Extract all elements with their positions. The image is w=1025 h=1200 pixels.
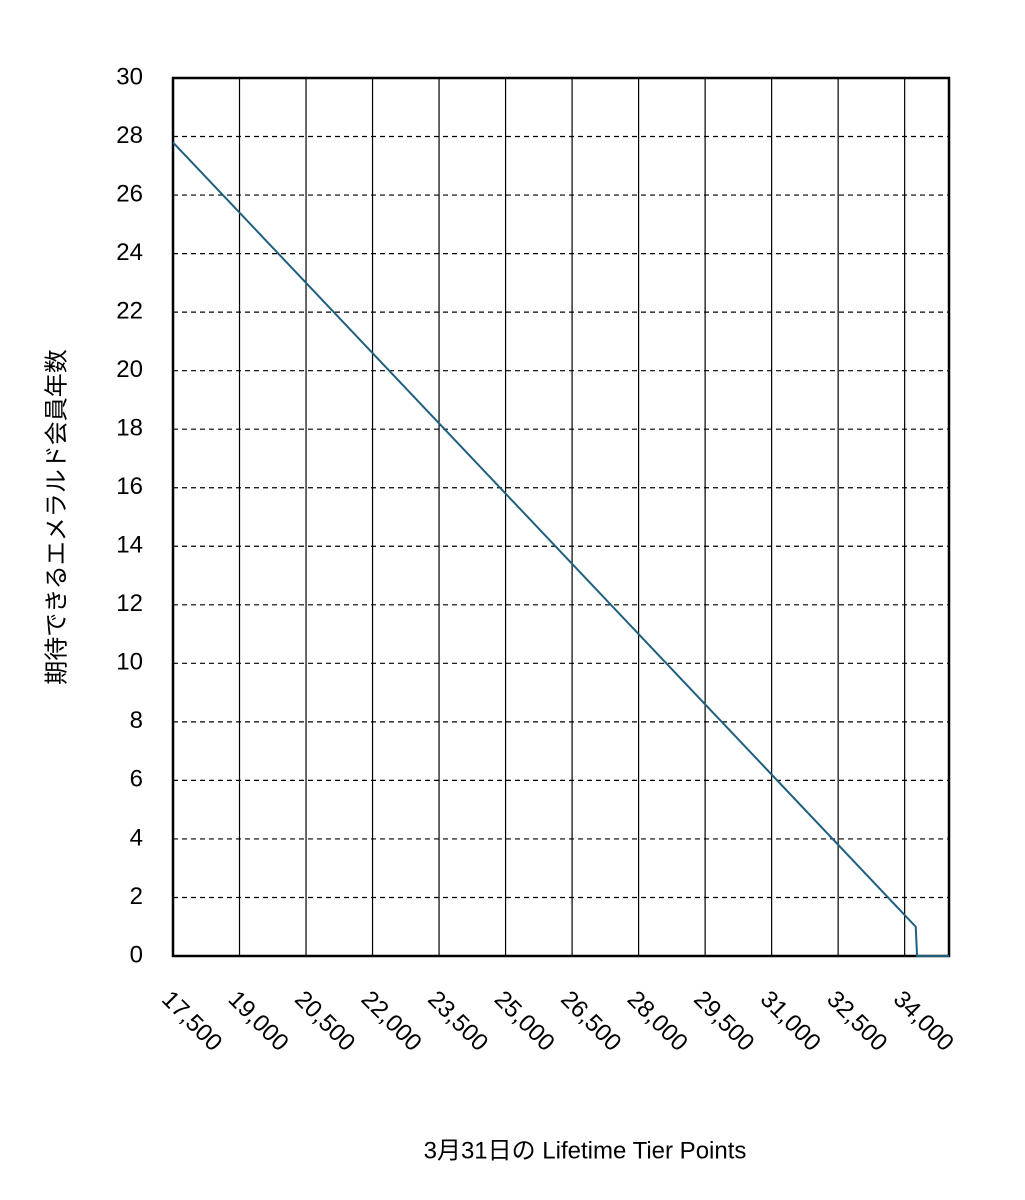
y-tick-label: 18	[116, 415, 143, 442]
y-tick-label: 30	[116, 63, 143, 90]
x-tick-label: 26,500	[555, 986, 626, 1057]
x-tick-label: 17,500	[156, 986, 227, 1057]
y-tick-label: 4	[130, 824, 143, 851]
x-tick-label: 29,500	[688, 986, 759, 1057]
y-tick-label: 16	[116, 473, 143, 500]
x-tick-label: 34,000	[888, 986, 959, 1057]
x-tick-label: 31,000	[755, 986, 826, 1057]
x-tick-label: 23,500	[422, 986, 493, 1057]
y-tick-label: 6	[130, 766, 143, 793]
plot-frame	[171, 76, 951, 958]
y-tick-label: 20	[116, 356, 143, 383]
y-tick-label: 8	[130, 707, 143, 734]
x-tick-label: 22,000	[356, 986, 427, 1057]
y-tick-label: 24	[116, 239, 143, 266]
y-axis-label: 期待できるエメラルド会員年数	[43, 349, 70, 685]
x-axis-label: 3月31日の Lifetime Tier Points	[424, 1137, 747, 1164]
y-tick-label: 12	[116, 590, 143, 617]
x-tick-label: 19,000	[223, 986, 294, 1057]
y-tick-label: 14	[116, 532, 143, 559]
y-tick-label: 22	[116, 297, 143, 324]
y-tick-label: 0	[130, 941, 143, 968]
x-tick-label: 25,000	[489, 986, 560, 1057]
x-tick-label: 28,000	[622, 986, 693, 1057]
y-tick-label: 2	[130, 883, 143, 910]
x-tick-label: 20,500	[289, 986, 360, 1057]
x-tick-label: 32,500	[821, 986, 892, 1057]
y-tick-label: 26	[116, 180, 143, 207]
y-tick-label: 28	[116, 122, 143, 149]
line	[172, 141, 949, 957]
y-tick-label: 10	[116, 649, 143, 676]
